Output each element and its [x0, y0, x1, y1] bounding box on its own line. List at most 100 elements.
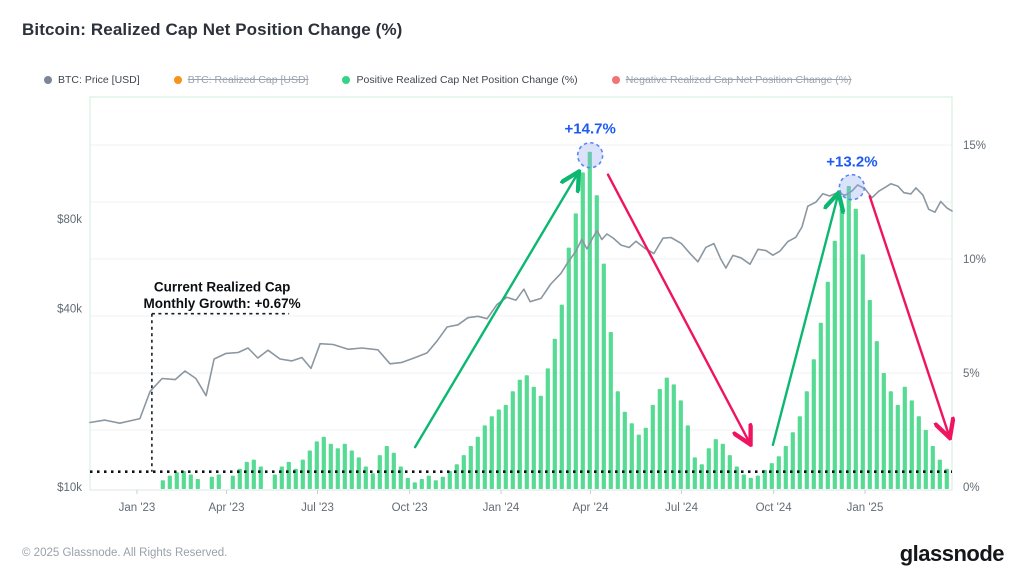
bar — [244, 461, 249, 489]
x-tick-label: Oct '23 — [392, 502, 428, 514]
y-right-tick-label: 5% — [963, 368, 980, 380]
bar — [461, 455, 466, 489]
bar — [790, 432, 795, 489]
bar — [867, 300, 872, 489]
bar — [888, 391, 893, 489]
bar — [804, 391, 809, 489]
bar — [174, 472, 179, 489]
trend-down-arrow — [606, 173, 749, 442]
legend-dot-icon — [44, 76, 52, 84]
bar — [468, 446, 473, 489]
bar — [734, 466, 739, 489]
bar — [881, 373, 886, 489]
legend-dot-icon — [342, 76, 351, 84]
bar — [559, 304, 564, 489]
bar — [167, 475, 172, 489]
x-tick-label: Jul '24 — [665, 502, 698, 514]
bar — [335, 448, 340, 489]
y-right-tick-label: 10% — [963, 254, 986, 266]
bar — [916, 416, 921, 489]
bar — [720, 443, 725, 489]
bar — [657, 389, 662, 489]
legend-item-2[interactable]: Positive Realized Cap Net Position Chang… — [342, 74, 578, 86]
bar — [727, 455, 732, 489]
bar — [643, 427, 648, 489]
bar — [622, 411, 627, 489]
bar — [895, 404, 900, 489]
bar — [902, 386, 907, 489]
positive-net-position-bars — [160, 151, 949, 490]
legend-item-0[interactable]: BTC: Price [USD] — [44, 74, 140, 86]
bar — [587, 151, 592, 490]
bar — [454, 464, 459, 489]
bar — [321, 436, 326, 489]
bar — [482, 425, 487, 489]
bar — [552, 338, 557, 489]
bar — [678, 400, 683, 489]
bar — [566, 247, 571, 489]
bar — [545, 368, 550, 489]
legend-dot-icon — [611, 76, 620, 84]
y-left-tick-label: $40k — [57, 303, 82, 315]
bar — [426, 475, 431, 489]
y-right-tick-label: 0% — [963, 482, 980, 494]
bar — [384, 446, 389, 489]
btc-price-line — [89, 183, 953, 424]
legend-item-label: BTC: Price [USD] — [58, 74, 140, 86]
bar — [755, 475, 760, 489]
bar — [489, 416, 494, 489]
x-tick-label: Jan '23 — [119, 502, 156, 514]
bar — [846, 186, 851, 489]
bar — [839, 208, 844, 490]
bar — [664, 377, 669, 489]
legend-item-3[interactable]: Negative Realized Cap Net Position Chang… — [611, 74, 852, 86]
bar — [475, 436, 480, 489]
bar — [328, 443, 333, 489]
bar — [930, 446, 935, 489]
x-tick-label: Jul '23 — [301, 502, 334, 514]
bar — [405, 477, 410, 489]
bar — [188, 474, 193, 489]
bar — [874, 341, 879, 489]
bar — [937, 459, 942, 489]
bar — [797, 416, 802, 489]
bar — [832, 240, 837, 489]
bar — [517, 379, 522, 489]
x-tick-label: Jan '25 — [847, 502, 884, 514]
bar — [349, 450, 354, 489]
bar — [825, 281, 830, 489]
bar — [671, 384, 676, 489]
bar — [608, 332, 613, 489]
trend-down-arrow — [868, 195, 949, 434]
bar — [909, 400, 914, 489]
peak-value-label: +14.7% — [565, 120, 616, 137]
bar — [419, 479, 424, 489]
y-left-tick-label: $80k — [57, 214, 82, 226]
bar — [279, 466, 284, 489]
x-tick-label: Oct '24 — [756, 502, 793, 514]
bar — [286, 461, 291, 489]
legend-item-1[interactable]: BTC: Realized Cap [USD] — [173, 74, 309, 86]
legend-dot-icon — [173, 76, 182, 84]
bar — [510, 391, 515, 489]
bar — [573, 213, 578, 489]
legend: BTC: Price [USD] BTC: Realized Cap [USD] P… — [44, 74, 852, 86]
trend-up-arrow — [771, 196, 838, 447]
bar — [769, 463, 774, 489]
bar — [601, 263, 606, 489]
bar — [615, 391, 620, 489]
legend-item-label: BTC: Realized Cap [USD] — [187, 74, 309, 86]
bar — [811, 359, 816, 489]
bar — [531, 386, 536, 489]
callout-growth: Current Realized Cap Monthly Growth: +0.6… — [144, 280, 301, 472]
bar — [503, 404, 508, 489]
callout-text: Current Realized Cap Monthly Growth: +0.6… — [144, 280, 301, 312]
bar — [433, 480, 438, 489]
bar — [391, 452, 396, 489]
bar — [783, 446, 788, 489]
bar — [713, 439, 718, 489]
bar — [363, 466, 368, 489]
bar — [314, 441, 319, 489]
bar — [860, 254, 865, 489]
